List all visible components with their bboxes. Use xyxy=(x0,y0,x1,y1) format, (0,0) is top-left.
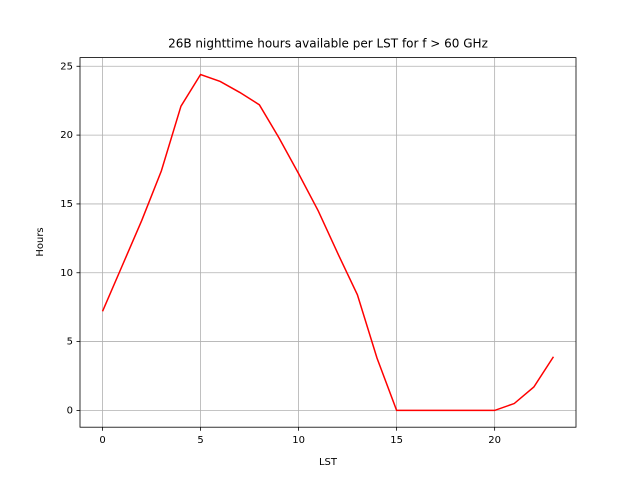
x-tick-label: 20 xyxy=(488,435,501,446)
y-tick-label: 0 xyxy=(67,405,73,416)
data-line xyxy=(101,73,555,412)
chart-title: 26B nighttime hours available per LST fo… xyxy=(168,37,488,51)
y-tick-label: 25 xyxy=(60,61,73,72)
y-tick-label: 10 xyxy=(60,268,73,279)
x-tick-label: 15 xyxy=(390,435,403,446)
y-tick-label: 20 xyxy=(60,130,73,141)
x-tick-label: 0 xyxy=(99,435,105,446)
x-tick-label: 5 xyxy=(197,435,203,446)
y-tick-label: 15 xyxy=(60,199,73,210)
y-tick-label: 5 xyxy=(67,337,73,348)
y-axis-label: Hours xyxy=(35,227,46,256)
x-tick-label: 10 xyxy=(292,435,305,446)
x-axis-label: LST xyxy=(319,457,338,468)
plot-frame xyxy=(79,57,577,428)
